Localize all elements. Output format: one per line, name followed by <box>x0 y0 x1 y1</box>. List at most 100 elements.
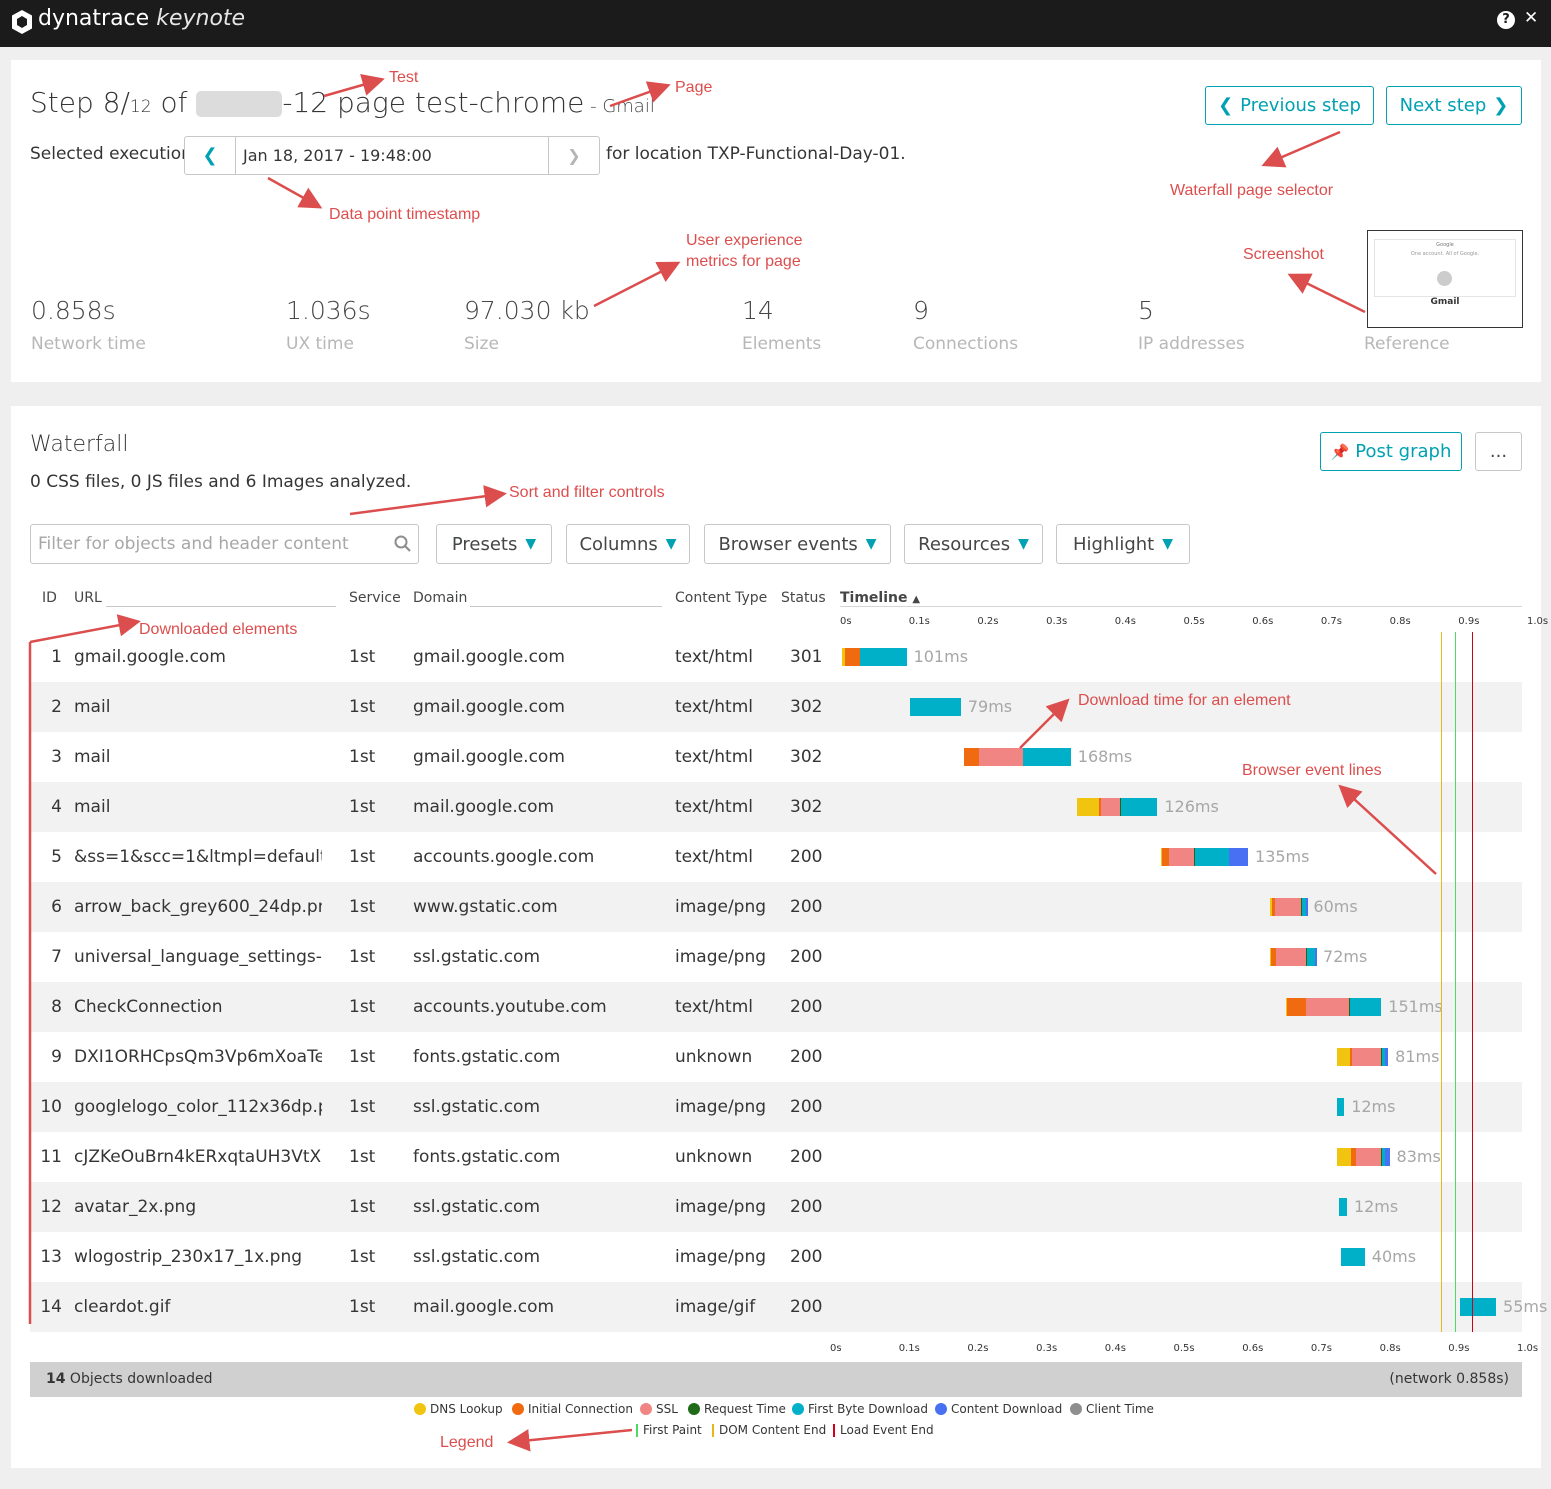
prev-execution-button[interactable]: ❮ <box>185 137 236 174</box>
table-row[interactable]: 5&ss=1&scc=1&ltmpl=default&… 1st accounts.… <box>30 832 1522 882</box>
table-row[interactable]: 10 googlelogo_color_112x36dp.png 1st ssl.gs… <box>30 1082 1522 1132</box>
timeline-tick-label: 0s <box>840 616 852 627</box>
objects-downloaded-text: 14 Objects downloaded <box>46 1362 212 1397</box>
legend-item: Content Download <box>935 1402 1062 1416</box>
col-domain[interactable]: Domain <box>413 590 468 606</box>
table-row[interactable]: 3 mail 1st gmail.google.com text/html 302 168m… <box>30 732 1522 782</box>
timeline-segment-ssl <box>1306 998 1349 1016</box>
table-row[interactable]: 9 DXI1ORHCpsQm3Vp6mXoaTe… 1st fonts.gstatic… <box>30 1032 1522 1082</box>
timeline-segment-cd <box>1305 898 1308 916</box>
row-duration-label: 12ms <box>1353 1197 1399 1216</box>
legend-label: Initial Connection <box>528 1402 633 1416</box>
legend-label: First Paint <box>643 1423 702 1437</box>
browser-events-dropdown[interactable]: Browser events ▼ <box>704 524 891 564</box>
presets-dropdown[interactable]: Presets ▼ <box>436 524 552 564</box>
row-domain: mail.google.com <box>413 1297 555 1317</box>
legend-line-icon <box>636 1423 638 1437</box>
close-icon[interactable]: ✕ <box>1524 8 1539 28</box>
objects-count: 14 <box>46 1371 66 1387</box>
connections-label: Connections <box>913 334 1019 354</box>
row-domain: accounts.google.com <box>413 847 595 867</box>
table-row[interactable]: 8 CheckConnection 1st accounts.youtube.com t… <box>30 982 1522 1032</box>
next-step-button[interactable]: Next step ❯ <box>1386 86 1522 125</box>
timeline-segment-dns <box>1337 1148 1352 1166</box>
table-row[interactable]: 12 avatar_2x.png 1st ssl.gstatic.com image/p… <box>30 1182 1522 1232</box>
row-content-type: text/html <box>675 847 754 867</box>
size-value: 97.030 kb <box>464 296 590 325</box>
chevron-left-icon: ❮ <box>1218 95 1234 116</box>
next-step-label: Next step <box>1399 95 1487 116</box>
annotation-downloaded: Downloaded elements <box>139 621 298 638</box>
chevron-down-icon: ▼ <box>525 536 537 552</box>
row-content-type: text/html <box>675 797 754 817</box>
timeline-tick-label: 0.6s <box>1252 616 1274 627</box>
timeline-tick-label: 0.4s <box>1104 1343 1126 1354</box>
row-service: 1st <box>349 1247 376 1267</box>
table-row[interactable]: 6 arrow_back_grey600_24dp.png 1st www.gstat… <box>30 882 1522 932</box>
row-id: 7 <box>51 947 62 967</box>
resources-dropdown[interactable]: Resources ▼ <box>904 524 1043 564</box>
annotation-timestamp: Data point timestamp <box>329 206 481 223</box>
previous-step-button[interactable]: ❮ Previous step <box>1205 86 1374 125</box>
timeline-tick-label: 0s <box>830 1343 842 1354</box>
row-id: 3 <box>51 747 62 767</box>
legend-label: Content Download <box>951 1402 1063 1416</box>
row-duration-label: 126ms <box>1164 797 1219 816</box>
search-icon[interactable] <box>394 535 412 553</box>
chevron-down-icon: ▼ <box>1162 536 1174 552</box>
thumb-caption: Gmail <box>1430 297 1460 307</box>
col-timeline[interactable]: Timeline ▲ <box>840 590 920 606</box>
row-status: 302 <box>790 697 823 717</box>
filter-placeholder: Filter for objects and header content <box>38 534 349 554</box>
top-bar: dynatrace keynote ? ✕ <box>0 0 1551 47</box>
domain-col-divider <box>470 606 662 607</box>
col-service[interactable]: Service <box>349 590 401 606</box>
filter-input[interactable]: Filter for objects and header content <box>30 524 419 564</box>
timeline-tick-label: 0.2s <box>977 616 999 627</box>
legend-dot-icon <box>414 1403 426 1415</box>
col-url[interactable]: URL <box>74 590 102 606</box>
row-id: 10 <box>40 1097 62 1117</box>
row-content-type: image/png <box>675 1197 767 1217</box>
col-id[interactable]: ID <box>42 590 57 606</box>
help-icon[interactable]: ? <box>1497 11 1515 29</box>
thumb-avatar <box>1437 271 1452 286</box>
timeline-tick-label: 0.7s <box>1310 1343 1333 1354</box>
table-row[interactable]: 7 universal_language_settings-2… 1st ssl.gs… <box>30 932 1522 982</box>
thumb-brand: Google <box>1436 242 1454 248</box>
post-graph-button[interactable]: 📌 Post graph <box>1320 432 1462 471</box>
row-url: universal_language_settings-2… <box>74 947 322 967</box>
ip-addresses-value: 5 <box>1138 296 1154 325</box>
step-number: Step 8/ <box>30 86 130 119</box>
table-row[interactable]: 2 mail 1st gmail.google.com text/html 302 79ms <box>30 682 1522 732</box>
timeline-segment-ssl <box>1355 1148 1382 1166</box>
columns-dropdown[interactable]: Columns ▼ <box>566 524 690 564</box>
table-row[interactable]: 11 cJZKeOuBrn4kERxqtaUH3VtX… 1st fonts.gsta… <box>30 1132 1522 1182</box>
table-row[interactable]: 14 cleardot.gif 1st mail.google.com image/gi… <box>30 1282 1547 1332</box>
reference-screenshot[interactable]: Google One account. All of Google. Gmail <box>1367 230 1523 328</box>
legend-item: SSL <box>640 1402 678 1416</box>
col-status[interactable]: Status <box>781 590 826 606</box>
timeline-tick-label: 0.7s <box>1320 616 1343 627</box>
col-content-type[interactable]: Content Type <box>675 590 768 606</box>
timeline-tick-label: 0.8s <box>1379 1343 1401 1354</box>
execution-timestamp[interactable]: Jan 18, 2017 - 19:48:00 <box>243 146 432 165</box>
more-options-button[interactable]: ... <box>1475 432 1522 471</box>
highlight-dropdown[interactable]: Highlight ▼ <box>1056 524 1190 564</box>
row-id: 11 <box>40 1147 62 1167</box>
row-status: 302 <box>790 797 823 817</box>
timeline-segment-fbd <box>1338 1198 1347 1216</box>
dom-content-end-line <box>1441 632 1443 1332</box>
table-row[interactable]: 1 gmail.google.com 1st gmail.google.com text… <box>30 632 1522 682</box>
next-execution-button[interactable]: ❯ <box>548 137 599 174</box>
table-row[interactable]: 4 mail 1st mail.google.com text/html 302 126ms <box>30 782 1522 832</box>
timeline-tick-label: 0.6s <box>1242 1343 1264 1354</box>
timeline-tick-label: 0.1s <box>898 1343 920 1354</box>
annotation-sort-filter: Sort and filter controls <box>509 484 665 501</box>
row-id: 2 <box>51 697 62 717</box>
table-row[interactable]: 13 wlogostrip_230x17_1x.png 1st ssl.gstatic… <box>30 1232 1522 1282</box>
timeline-segment-fbd <box>1301 898 1306 916</box>
timeline-segment-init <box>964 748 980 766</box>
timeline-header-line <box>840 606 1522 607</box>
row-service: 1st <box>349 1297 376 1317</box>
